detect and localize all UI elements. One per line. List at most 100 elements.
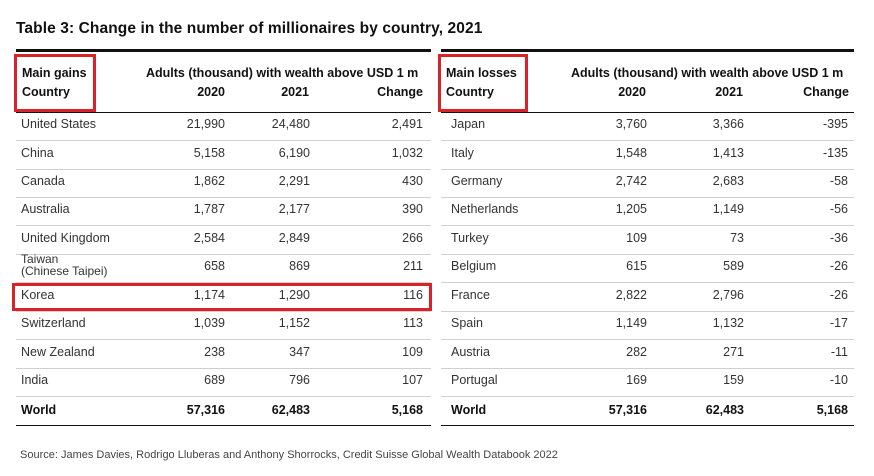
country-cell: World: [451, 403, 487, 417]
country-cell: Korea: [21, 288, 55, 302]
value-2020-cell: 2,822: [615, 288, 647, 302]
country-cell: United Kingdom: [21, 231, 110, 245]
value-2020-cell: 615: [626, 259, 647, 273]
change-cell: 5,168: [816, 403, 848, 417]
value-2020-cell: 1,862: [193, 174, 225, 188]
country-cell: Turkey: [451, 231, 489, 245]
table-row: United Kingdom 2,584 2,849 266: [16, 226, 431, 255]
gains-col-2021: 2021: [281, 85, 309, 99]
value-2020-cell: 57,316: [608, 403, 647, 417]
highlight-box-losses-header: [438, 54, 528, 112]
gains-top-rule: [16, 49, 431, 52]
change-cell: 430: [402, 174, 423, 188]
highlight-box-korea-row: [12, 283, 432, 311]
value-2020-cell: 1,787: [193, 202, 225, 216]
table-row: Korea 1,174 1,290 116: [16, 283, 431, 312]
value-2021-cell: 73: [730, 231, 744, 245]
value-2020-cell: 21,990: [186, 117, 225, 131]
losses-col-2021: 2021: [715, 85, 743, 99]
change-cell: -26: [829, 288, 848, 302]
table-row: Austria 282 271 -11: [441, 340, 854, 369]
value-2020-cell: 238: [204, 345, 225, 359]
change-cell: 113: [403, 316, 423, 330]
value-2021-cell: 347: [289, 345, 310, 359]
value-2021-cell: 2,796: [712, 288, 744, 302]
table-row: Australia 1,787 2,177 390: [16, 197, 431, 226]
country-cell: Belgium: [451, 259, 497, 273]
value-2021-cell: 2,291: [278, 174, 310, 188]
value-2021-cell: 869: [289, 259, 310, 273]
value-2021-cell: 1,132: [712, 316, 744, 330]
country-cell: World: [21, 403, 57, 417]
value-2020-cell: 1,174: [193, 288, 225, 302]
change-cell: -395: [822, 117, 848, 131]
table-row: Netherlands 1,205 1,149 -56: [441, 197, 854, 226]
value-2021-cell: 589: [723, 259, 744, 273]
country-cell: Switzerland: [21, 316, 86, 330]
change-cell: -11: [830, 345, 848, 359]
table-row: China 5,158 6,190 1,032: [16, 141, 431, 170]
change-cell: 109: [402, 345, 423, 359]
country-cell: Portugal: [451, 373, 498, 387]
table-row: India 689 796 107: [16, 368, 431, 397]
total-row: World 57,316 62,483 5,168: [16, 397, 431, 426]
table-row: Italy 1,548 1,413 -135: [441, 141, 854, 170]
value-2020-cell: 282: [626, 345, 647, 359]
value-2020-cell: 1,205: [615, 202, 647, 216]
value-2020-cell: 1,039: [193, 316, 225, 330]
value-2021-cell: 1,149: [712, 202, 744, 216]
change-cell: -10: [829, 373, 848, 387]
country-cell: Canada: [21, 174, 65, 188]
losses-country-header: Country: [446, 85, 494, 99]
gains-header-rule: [16, 112, 431, 113]
losses-col-change: Change: [803, 85, 849, 99]
value-2021-cell: 2,683: [712, 174, 744, 188]
country-cell: China: [21, 146, 54, 160]
change-cell: 2,491: [391, 117, 423, 131]
value-2020-cell: 169: [626, 373, 647, 387]
country-cell: India: [21, 373, 49, 387]
change-cell: -26: [829, 259, 848, 273]
value-2020-cell: 2,742: [615, 174, 647, 188]
country-cell: Austria: [451, 345, 490, 359]
gains-group-label: Main gains: [22, 66, 87, 80]
value-2020-cell: 658: [204, 259, 225, 273]
value-2021-cell: 62,483: [271, 403, 310, 417]
value-2021-cell: 6,190: [278, 146, 310, 160]
table-title: Table 3: Change in the number of million…: [16, 20, 483, 37]
value-2021-cell: 3,366: [712, 117, 744, 131]
value-2021-cell: 271: [723, 345, 744, 359]
change-cell: 5,168: [391, 403, 423, 417]
losses-group-label: Main losses: [446, 66, 517, 80]
value-2020-cell: 689: [204, 373, 225, 387]
country-cell: Japan: [451, 117, 486, 131]
change-cell: 266: [402, 231, 423, 245]
value-2020-cell: 1,548: [615, 146, 647, 160]
country-cell: New Zealand: [21, 345, 95, 359]
change-cell: -36: [829, 231, 848, 245]
country-cell: Australia: [21, 202, 70, 216]
value-2020-cell: 57,316: [186, 403, 225, 417]
value-2021-cell: 62,483: [705, 403, 744, 417]
country-cell: Taiwan (Chinese Taipei): [21, 253, 108, 277]
highlight-box-gains-header: [14, 54, 96, 112]
change-cell: 390: [402, 202, 423, 216]
value-2021-cell: 2,849: [278, 231, 310, 245]
gains-span-header: Adults (thousand) with wealth above USD …: [146, 66, 419, 80]
value-2021-cell: 1,152: [278, 316, 310, 330]
losses-top-rule: [441, 49, 854, 52]
value-2021-cell: 159: [723, 373, 744, 387]
table-row: Germany 2,742 2,683 -58: [441, 169, 854, 198]
table-row: United States 21,990 24,480 2,491: [16, 112, 431, 141]
table-row: New Zealand 238 347 109: [16, 340, 431, 369]
source-note: Source: James Davies, Rodrigo Lluberas a…: [20, 449, 558, 461]
value-2021-cell: 24,480: [271, 117, 310, 131]
table-row: Taiwan (Chinese Taipei) 658 869 211: [16, 253, 431, 283]
losses-col-2020: 2020: [618, 85, 646, 99]
change-cell: 1,032: [391, 146, 423, 160]
change-cell: -56: [829, 202, 848, 216]
country-name-line1: Taiwan: [21, 252, 59, 266]
country-cell: Netherlands: [451, 202, 519, 216]
change-cell: 116: [403, 288, 423, 302]
gains-col-2020: 2020: [197, 85, 225, 99]
